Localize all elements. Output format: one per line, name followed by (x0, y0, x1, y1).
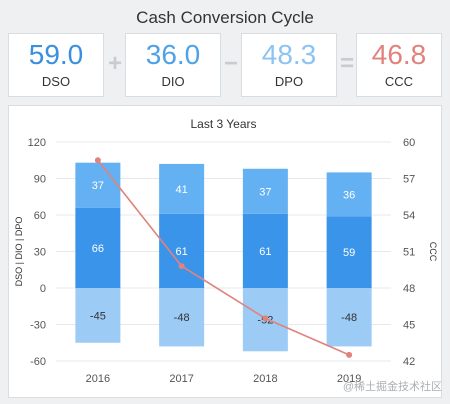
ccc-line (97, 159, 350, 356)
y-tick-label: -60 (30, 356, 46, 368)
x-tick-label: 2017 (169, 373, 193, 385)
equals-operator: = (339, 50, 354, 77)
watermark: @稀土掘金技术社区 (342, 381, 442, 393)
bar-label-dio: 37 (259, 186, 271, 198)
kpi-card-dpo: 48.3 DPO (241, 33, 337, 97)
bar-label-dso: 66 (92, 243, 104, 255)
bar-dpo (326, 288, 372, 347)
plus-operator: + (107, 50, 122, 77)
bar-dso (242, 213, 288, 288)
chart-title: Last 3 Years (190, 117, 256, 131)
x-tick-label: 2019 (337, 373, 361, 385)
kpi-value-ccc: 46.8 (371, 39, 427, 70)
bar-dio (159, 163, 205, 214)
y-right-tick-label: 51 (403, 247, 415, 259)
y-axis-label: DSO | DIO | DPO (14, 217, 24, 287)
ccc-point (94, 157, 101, 164)
y-right-tick-label: 48 (403, 283, 415, 295)
y-right-tick-label: 57 (403, 174, 415, 186)
bar-label-dpo: -48 (174, 312, 190, 324)
y-tick-label: -30 (30, 320, 46, 332)
kpi-card-dso: 59.0 DSO (8, 33, 104, 97)
bar-dio (75, 162, 121, 208)
bar-label-dpo: -48 (341, 312, 357, 324)
kpi-label-dpo: DPO (274, 74, 304, 89)
y-tick-label: 0 (40, 283, 46, 295)
bar-dso (75, 207, 121, 288)
bar-label-dso: 61 (176, 246, 188, 258)
bar-label-dio: 37 (92, 180, 104, 192)
bar-label-dpo: -45 (90, 310, 106, 322)
kpi-card-ccc: 46.8 CCC (356, 33, 442, 97)
kpi-value-dso: 59.0 (28, 39, 84, 70)
kpi-label-ccc: CCC (384, 74, 414, 89)
y-tick-label: 60 (34, 210, 46, 222)
kpi-value-dio: 36.0 (145, 39, 201, 70)
bar-dpo (159, 288, 205, 347)
y-tick-label: 90 (34, 174, 46, 186)
y-tick-label: 120 (28, 137, 46, 149)
bar-dso (326, 216, 372, 288)
bar-label-dio: 36 (343, 189, 355, 201)
kpi-value-dpo: 48.3 (261, 39, 317, 70)
ccc-point (346, 351, 353, 358)
bar-dio (242, 168, 288, 214)
ccc-chart: Last 3 Years 120 90 60 30 0 -30 -60 60 57 54 51 48 45… (14, 117, 438, 385)
page-title: Cash Conversion Cycle (136, 8, 314, 27)
ccc-point (178, 263, 185, 270)
bar-label-dso: 61 (259, 246, 271, 258)
y-right-axis-label: CCC (428, 242, 438, 262)
kpi-label-dio: DIO (161, 74, 185, 89)
y-right-tick-label: 54 (403, 210, 415, 222)
bar-label-dso: 59 (343, 247, 355, 259)
x-tick-label: 2018 (253, 373, 277, 385)
kpi-card-dio: 36.0 DIO (125, 33, 221, 97)
bar-dio (326, 172, 372, 217)
ccc-point (262, 315, 269, 322)
bar-label-dio: 41 (176, 184, 188, 196)
kpi-label-dso: DSO (41, 74, 71, 89)
bar-dpo (75, 288, 121, 343)
y-right-tick-label: 60 (403, 137, 415, 149)
y-right-tick-label: 45 (403, 320, 415, 332)
y-tick-label: 30 (34, 247, 46, 259)
y-right-tick-label: 42 (403, 356, 415, 368)
x-tick-label: 2016 (86, 373, 110, 385)
chart-panel: Last 3 Years 120 90 60 30 0 -30 -60 60 57 54 51 48 45… (8, 105, 442, 398)
minus-operator: − (223, 50, 238, 77)
